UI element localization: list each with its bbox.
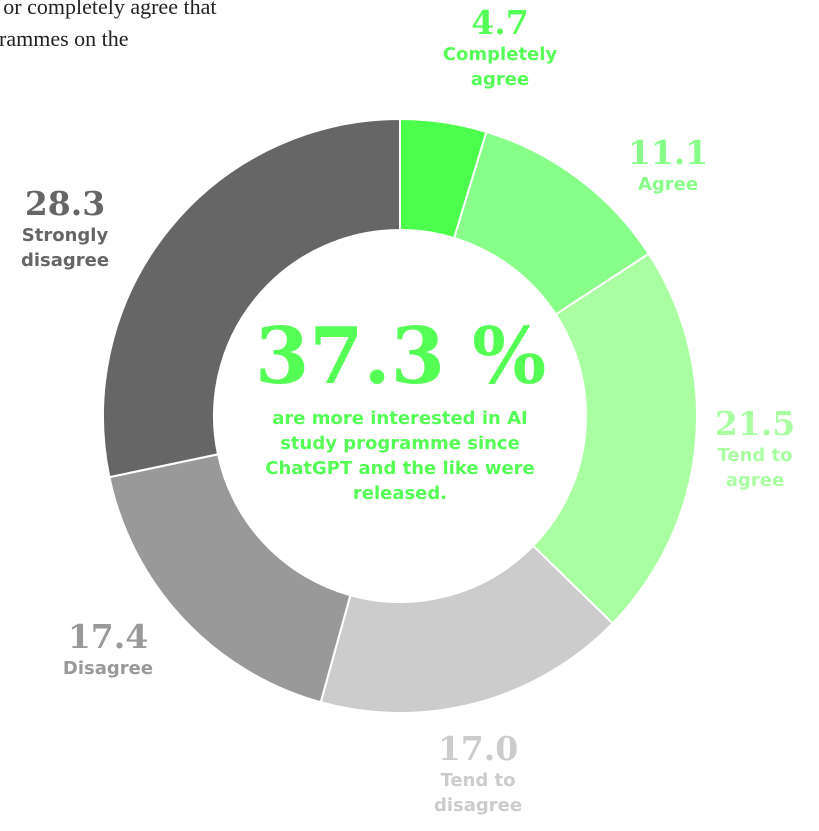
label-strongly-disagree: 28.3 Strongly disagree [5,185,125,273]
category-disagree: Disagree [62,658,154,679]
center-description: are more interested in AI study programm… [265,408,535,504]
value-tend-to-disagree: 17.0 [437,729,519,768]
slice-strongly-disagree [102,117,401,479]
category-strongly-disagree: Strongly disagree [20,225,110,271]
label-disagree: 17.4 Disagree [48,618,168,681]
category-tend-to-agree: Tend to agree [717,445,793,491]
slice-tend-to-disagree [319,544,615,714]
slice-disagree [108,453,352,704]
value-completely-agree: 4.7 [471,3,529,42]
value-agree: 11.1 [627,133,709,172]
intro-line-2: grammes on the [0,26,129,51]
center-summary: 37.3 % are more interested in AI study p… [255,311,547,506]
category-completely-agree: Completely agree [442,44,558,90]
label-tend-to-agree: 21.5 Tend to agree [700,405,810,493]
value-tend-to-agree: 21.5 [714,404,796,443]
slice-tend-to-agree [531,252,698,625]
category-tend-to-disagree: Tend to disagree [433,770,523,816]
value-strongly-disagree: 28.3 [24,184,106,223]
label-agree: 11.1 Agree [598,134,738,197]
label-tend-to-disagree: 17.0 Tend to disagree [418,730,538,818]
label-completely-agree: 4.7 Completely agree [410,4,590,92]
intro-text: e or completely agree that grammes on th… [0,0,308,55]
category-agree: Agree [637,174,699,195]
intro-line-1: e or completely agree that [0,0,217,19]
center-percentage: 37.3 % [255,311,547,402]
value-disagree: 17.4 [67,617,149,656]
